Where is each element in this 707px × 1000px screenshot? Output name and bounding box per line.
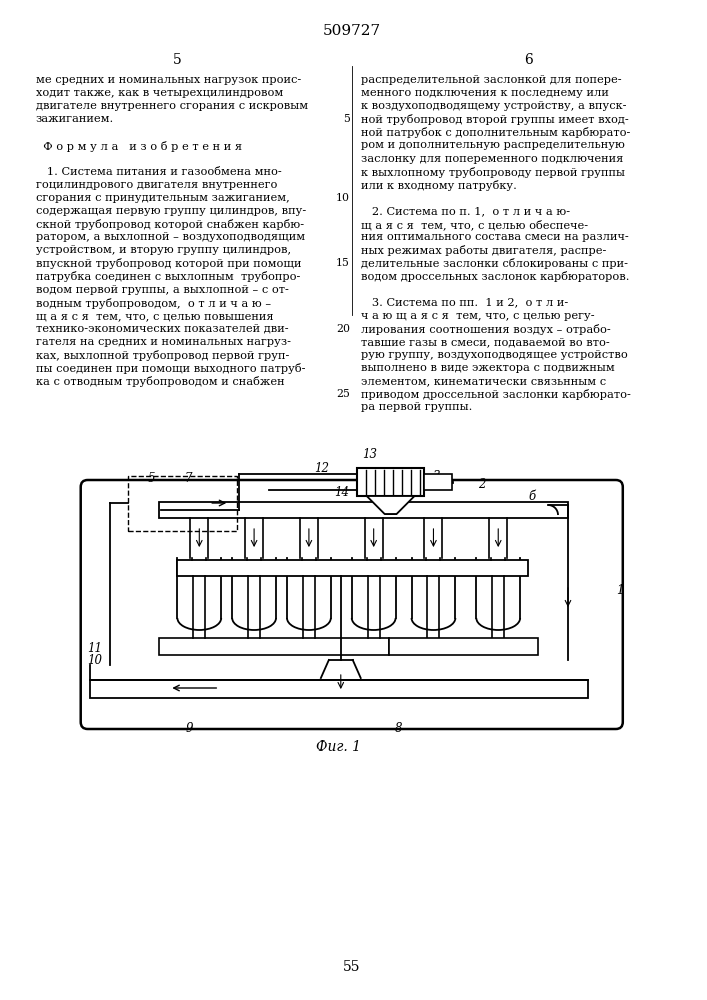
Text: 2. Система по п. 1,  о т л и ч а ю-: 2. Система по п. 1, о т л и ч а ю- [361,206,570,216]
Text: 25: 25 [336,389,350,399]
Text: ратором, а выхлопной – воздухоподводящим: ратором, а выхлопной – воздухоподводящим [36,232,305,242]
Text: 7: 7 [185,473,192,486]
Text: 3: 3 [433,470,440,483]
Text: элементом, кинематически связьнным с: элементом, кинематически связьнным с [361,376,606,386]
Text: 5: 5 [173,53,182,67]
Text: 4: 4 [214,639,222,652]
Text: 6: 6 [524,53,532,67]
Bar [127,476,237,531]
Text: ной трубопровод второй группы имеет вход-: ной трубопровод второй группы имеет вход… [361,114,629,125]
Text: патрубка соединен с выхлопным  трубопро-: патрубка соединен с выхлопным трубопро- [36,271,300,282]
Polygon shape [367,496,414,514]
Text: б: б [528,489,535,502]
Text: 12: 12 [314,462,329,475]
Text: двигателе внутреннего сгорания с искровым: двигателе внутреннего сгорания с искровы… [36,101,308,111]
Text: ной патрубок с дополнительным карбюрато-: ной патрубок с дополнительным карбюрато- [361,127,630,138]
Text: пы соединен при помощи выходного патруб-: пы соединен при помощи выходного патруб- [36,363,305,374]
Bar [424,474,452,490]
Text: скной трубопровод которой снабжен карбю-: скной трубопровод которой снабжен карбю- [36,219,304,230]
Text: 1. Система питания и газообмена мно-: 1. Система питания и газообмена мно- [36,167,281,177]
Text: Фиг. 1: Фиг. 1 [316,740,361,754]
Text: менного подключения к последнему или: менного подключения к последнему или [361,88,609,98]
Text: впускной трубопровод которой при помощи: впускной трубопровод которой при помощи [36,258,301,269]
Text: 11: 11 [88,642,103,654]
Text: ч а ю щ а я с я  тем, что, с целью регу-: ч а ю щ а я с я тем, что, с целью регу- [361,311,595,321]
Text: 3. Система по пп.  1 и 2,  о т л и-: 3. Система по пп. 1 и 2, о т л и- [361,298,568,308]
Text: содержащая первую группу цилиндров, впу-: содержащая первую группу цилиндров, впу- [36,206,306,216]
Text: к выхлопному трубопроводу первой группы: к выхлопному трубопроводу первой группы [361,167,625,178]
Text: ках, выхлопной трубопровод первой груп-: ках, выхлопной трубопровод первой груп- [36,350,289,361]
Text: 15: 15 [336,258,350,268]
Text: ка с отводным трубопроводом и снабжен: ка с отводным трубопроводом и снабжен [36,376,284,387]
FancyBboxPatch shape [81,480,623,729]
Text: 1: 1 [616,584,624,596]
Text: 9: 9 [185,722,193,735]
Text: 10: 10 [336,193,350,203]
Text: ния оптимального состава смеси на различ-: ния оптимального состава смеси на различ… [361,232,629,242]
Text: 5: 5 [148,473,155,486]
Bar [160,502,568,518]
Text: распределительной заслонкой для попере-: распределительной заслонкой для попере- [361,75,621,85]
Text: тавшие газы в смеси, подаваемой во вто-: тавшие газы в смеси, подаваемой во вто- [361,337,609,347]
Text: 10: 10 [88,654,103,668]
Text: ра первой группы.: ра первой группы. [361,402,472,412]
Text: Ф о р м у л а   и з о б р е т е н и я: Ф о р м у л а и з о б р е т е н и я [36,140,242,151]
Text: 509727: 509727 [322,24,381,38]
Text: к воздухоподводящему устройству, а впуск-: к воздухоподводящему устройству, а впуск… [361,101,626,111]
Text: или к входному патрубку.: или к входному патрубку. [361,180,517,191]
Bar [90,680,588,698]
Text: водом дроссельных заслонок карбюраторов.: водом дроссельных заслонок карбюраторов. [361,271,629,282]
Bar [357,468,424,496]
Bar [385,502,396,514]
Text: 5: 5 [343,114,350,124]
Text: устройством, и вторую группу цилиндров,: устройством, и вторую группу цилиндров, [36,245,291,255]
Text: технико-экономических показателей дви-: технико-экономических показателей дви- [36,324,288,334]
Text: 14: 14 [334,487,349,499]
Text: приводом дроссельной заслонки карбюрато-: приводом дроссельной заслонки карбюрато- [361,389,631,400]
Text: 13: 13 [362,448,377,461]
Text: лирования соотношения воздух – отрабо-: лирования соотношения воздух – отрабо- [361,324,610,335]
Text: 20: 20 [336,324,350,334]
Text: водным трубопроводом,  о т л и ч а ю –: водным трубопроводом, о т л и ч а ю – [36,298,271,309]
Text: сгорания с принудительным зажиганием,: сгорания с принудительным зажиганием, [36,193,290,203]
Text: 55: 55 [343,960,361,974]
Text: 8: 8 [395,722,402,735]
Text: ходит также, как в четырехцилиндровом: ходит также, как в четырехцилиндровом [36,88,283,98]
Text: ме средних и номинальных нагрузок проис-: ме средних и номинальных нагрузок проис- [36,75,301,85]
Text: щ а я с я  тем, что, с целью повышения: щ а я с я тем, что, с целью повышения [36,311,274,321]
Text: заслонку для попеременного подключения: заслонку для попеременного подключения [361,154,623,164]
Bar [177,560,528,576]
Text: выполнено в виде эжектора с подвижным: выполнено в виде эжектора с подвижным [361,363,614,373]
Text: зажиганием.: зажиганием. [36,114,114,124]
Text: щ а я с я  тем, что, с целью обеспече-: щ а я с я тем, что, с целью обеспече- [361,219,588,230]
Text: гоцилиндрового двигателя внутреннего: гоцилиндрового двигателя внутреннего [36,180,277,190]
Text: ром и дополнительную распределительную: ром и дополнительную распределительную [361,140,624,150]
Text: рую группу, воздухоподводящее устройство: рую группу, воздухоподводящее устройство [361,350,628,360]
Text: водом первой группы, а выхлопной – с от-: водом первой группы, а выхлопной – с от- [36,285,288,295]
Bar [389,638,538,655]
Text: делительные заслонки сблокированы с при-: делительные заслонки сблокированы с при- [361,258,628,269]
Bar [160,638,389,655]
Text: гателя на средних и номинальных нагруз-: гателя на средних и номинальных нагруз- [36,337,291,347]
Text: ных режимах работы двигателя, распре-: ных режимах работы двигателя, распре- [361,245,606,256]
Text: 2: 2 [479,478,486,490]
